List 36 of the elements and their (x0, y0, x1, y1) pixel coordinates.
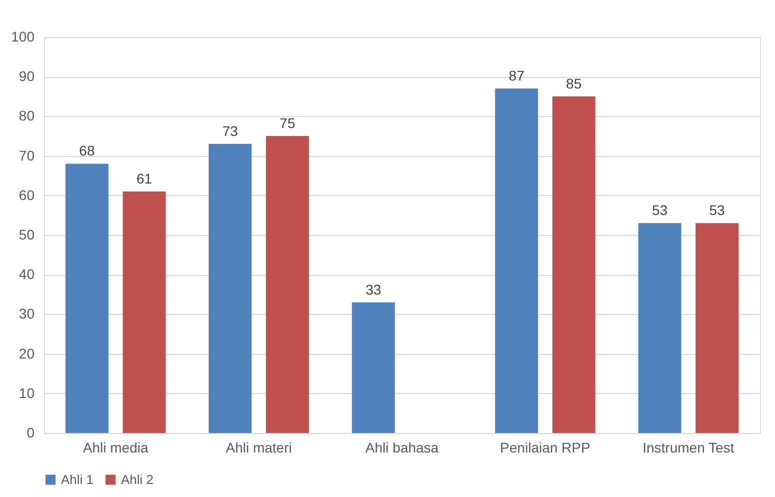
legend-label: Ahli 2 (121, 472, 154, 487)
x-tick-label: Penilaian RPP (500, 440, 590, 456)
x-tick-label: Ahli materi (226, 440, 292, 456)
y-tick-label: 10 (18, 384, 35, 401)
data-label: 87 (508, 67, 525, 84)
data-label: 61 (136, 170, 152, 186)
y-tick-label: 80 (18, 108, 35, 124)
data-label: 33 (366, 281, 382, 298)
data-label: 53 (709, 202, 726, 218)
y-tick-label: 60 (18, 186, 35, 203)
bar (638, 223, 682, 433)
y-tick-label: 90 (18, 68, 35, 84)
data-label: 53 (652, 202, 668, 218)
y-tick-label: 30 (18, 306, 35, 322)
bar (65, 164, 108, 433)
y-tick-label: 40 (18, 266, 35, 282)
y-tick-label: 20 (18, 345, 35, 362)
data-label: 73 (222, 122, 238, 139)
bar (495, 88, 538, 433)
bar (208, 144, 252, 433)
y-tick-label: 0 (26, 424, 35, 440)
x-tick-label: Ahli media (82, 440, 148, 456)
x-tick-label: Instrumen Test (642, 440, 734, 456)
bar (352, 302, 395, 433)
x-tick-label: Ahli bahasa (365, 440, 439, 456)
bar (122, 191, 166, 433)
bar (266, 136, 309, 433)
y-tick-label: 50 (18, 226, 35, 242)
bar (696, 223, 739, 433)
y-tick-label: 100 (11, 28, 35, 44)
bar (552, 96, 596, 433)
data-label: 68 (79, 142, 95, 159)
y-tick-label: 70 (18, 147, 35, 164)
data-label: 75 (280, 115, 296, 131)
legend-label: Ahli 1 (61, 472, 94, 487)
data-label: 85 (566, 75, 582, 92)
